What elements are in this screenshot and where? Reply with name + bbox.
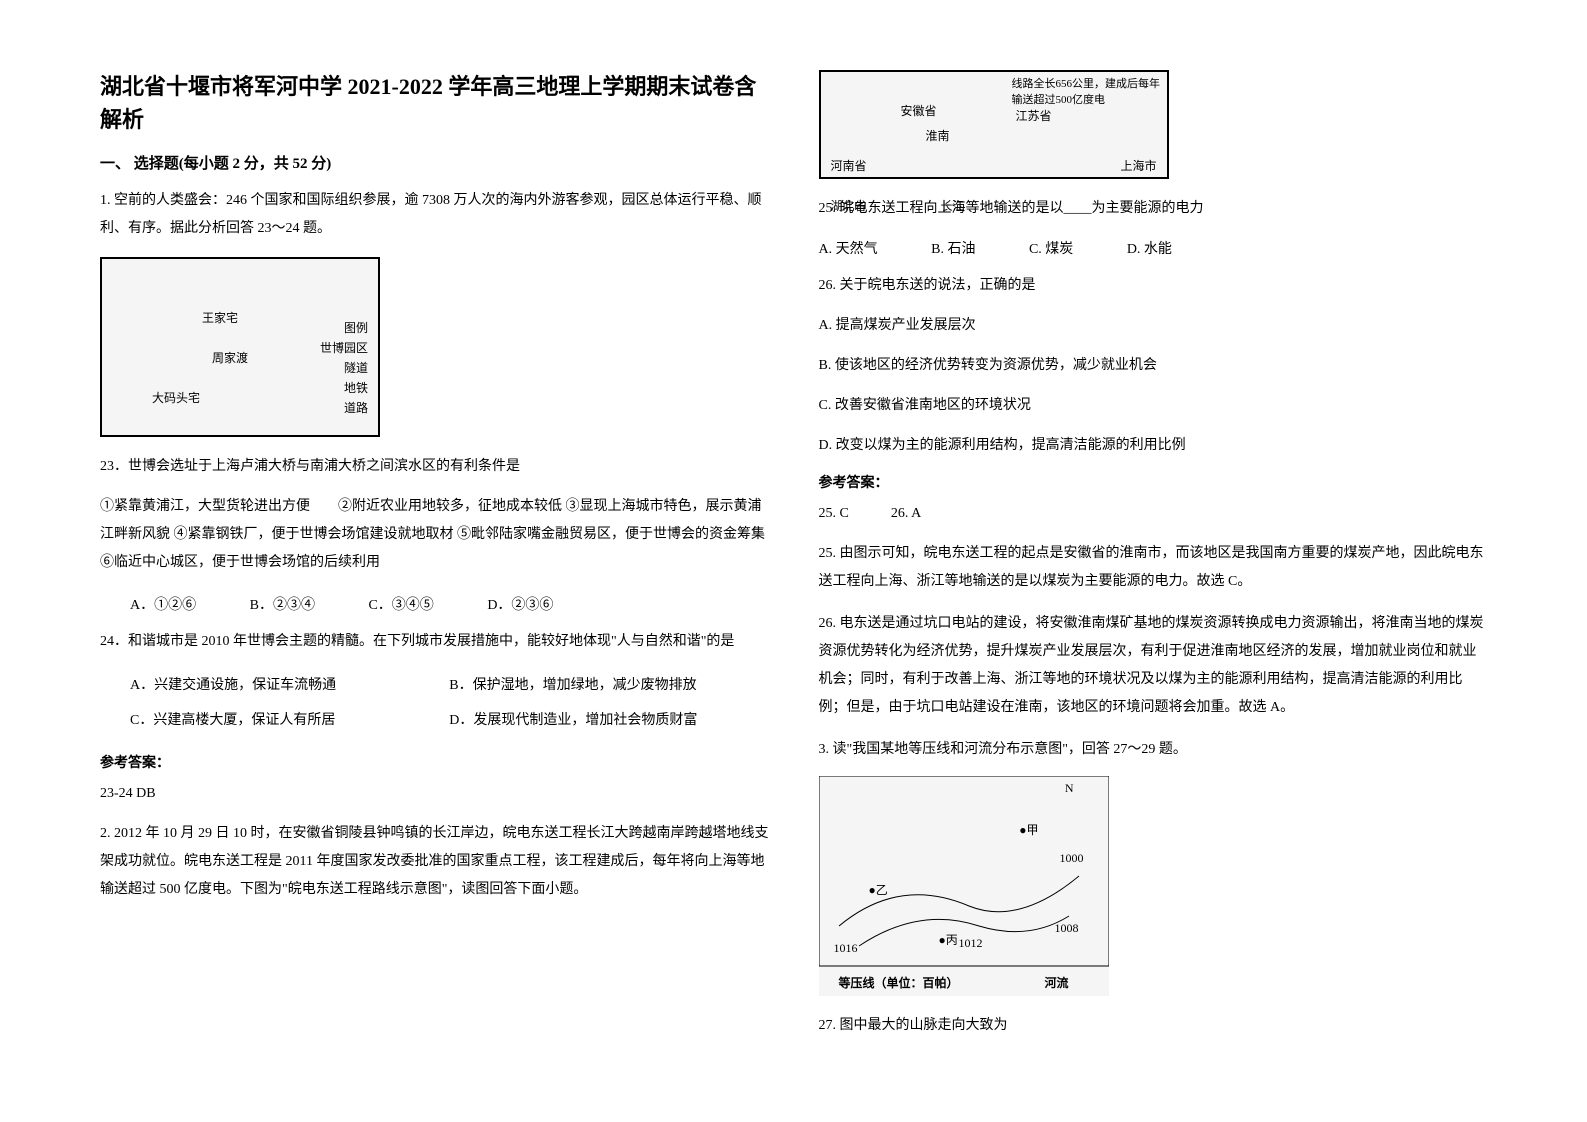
document-title: 湖北省十堰市将军河中学 2021-2022 学年高三地理上学期期末试卷含解析: [100, 70, 769, 136]
map2-henan: 河南省: [831, 157, 867, 174]
q23-text: 23．世博会选址于上海卢浦大桥与南浦大桥之间滨水区的有利条件是: [100, 453, 769, 481]
q23-option-d: D．②③⑥: [487, 591, 553, 622]
q2-intro: 2. 2012 年 10 月 29 日 10 时，在安徽省铜陵县钟鸣镇的长江岸边…: [100, 820, 769, 904]
answer-23-24: 23-24 DB: [100, 780, 769, 808]
q23-option-a: A．①②⑥: [130, 591, 196, 622]
map2-anhui: 安徽省: [901, 102, 937, 119]
q26-option-a: A. 提高煤炭产业发展层次: [819, 312, 1488, 340]
section-header: 一、 选择题(每小题 2 分，共 52 分): [100, 152, 769, 173]
map2-jiangsu: 江苏省: [1016, 107, 1052, 124]
q25-text: 25. 皖电东送工程向上海等地输送的是以____为主要能源的电力: [819, 195, 1488, 223]
q26-option-c: C. 改善安徽省淮南地区的环境状况: [819, 392, 1488, 420]
answer-header-2: 参考答案：: [819, 472, 1488, 492]
expo-map-image: 王家宅 周家渡 大码头宅 图例 世博园区 隧道 地铁 道路: [100, 257, 380, 437]
map2-caption: 线路全长656公里，建成后每年输送超过500亿度电: [1012, 75, 1162, 107]
map2-huainan: 淮南: [926, 127, 950, 144]
q25-option-d: D. 水能: [1127, 235, 1172, 266]
q25-option-b: B. 石油: [931, 235, 975, 266]
map3-yi: ●乙: [869, 881, 888, 898]
map-label-legend: 图例: [344, 319, 368, 336]
map-label-metro: 地铁: [344, 379, 368, 396]
q25-option-a: A. 天然气: [819, 235, 878, 266]
map3-p1000: 1000: [1060, 851, 1084, 866]
q24-options: A．兴建交通设施，保证车流畅通 B．保护湿地，增加绿地，减少废物排放 C．兴建高…: [100, 668, 769, 738]
map3-p1016: 1016: [834, 941, 858, 956]
q27-text: 27. 图中最大的山脉走向大致为: [819, 1012, 1488, 1040]
q23-option-b: B．②③④: [250, 591, 315, 622]
map3-river: 河流: [1044, 974, 1068, 991]
map3-p1012: 1012: [959, 936, 983, 951]
map-label-expo: 世博园区: [320, 339, 368, 356]
answer-25-detail: 25. 由图示可知，皖电东送工程的起点是安徽省的淮南市，而该地区是我国南方重要的…: [819, 540, 1488, 596]
map-label-dama: 大码头宅: [152, 389, 200, 406]
q23-options: A．①②⑥ B．②③④ C．③④⑤ D．②③⑥: [100, 591, 769, 622]
right-column: 安徽省 江苏省 河南省 湖北省 上海市 淮南 长江 线路全长656公里，建成后每…: [819, 70, 1488, 1052]
q25-option-c: C. 煤炭: [1029, 235, 1073, 266]
map3-bing: ●丙: [939, 931, 958, 948]
answer-header-1: 参考答案：: [100, 752, 769, 772]
left-column: 湖北省十堰市将军河中学 2021-2022 学年高三地理上学期期末试卷含解析 一…: [100, 70, 769, 1052]
map-label-tunnel: 隧道: [344, 359, 368, 376]
q25-options: A. 天然气 B. 石油 C. 煤炭 D. 水能: [819, 235, 1488, 266]
map-label-zhou: 周家渡: [212, 349, 248, 366]
answer-25-26: 25. C 26. A: [819, 500, 1488, 528]
map3-jia: ●甲: [1019, 821, 1038, 838]
q23-option-c: C．③④⑤: [368, 591, 433, 622]
isobar-map: ●甲 ●乙 ●丙 1000 1008 1012 1016 N 等压线（单位：百帕…: [819, 776, 1109, 996]
q26-option-d: D. 改变以煤为主的能源利用结构，提高清洁能源的利用比例: [819, 432, 1488, 460]
map3-n: N: [1065, 781, 1074, 796]
q24-option-a: A．兴建交通设施，保证车流畅通: [130, 668, 449, 703]
q3-intro: 3. 读"我国某地等压线和河流分布示意图"，回答 27～29 题。: [819, 736, 1488, 764]
q24-text: 24．和谐城市是 2010 年世博会主题的精髓。在下列城市发展措施中，能较好地体…: [100, 628, 769, 656]
map-label-wang: 王家宅: [202, 309, 238, 326]
q26-text: 26. 关于皖电东送的说法，正确的是: [819, 272, 1488, 300]
q24-option-b: B．保护湿地，增加绿地，减少废物排放: [449, 668, 768, 703]
q26-option-b: B. 使该地区的经济优势转变为资源优势，减少就业机会: [819, 352, 1488, 380]
q24-option-c: C．兴建高楼大厦，保证人有所居: [130, 703, 449, 738]
answer-26-detail: 26. 电东送是通过坑口电站的建设，将安徽淮南煤矿基地的煤炭资源转换成电力资源输…: [819, 610, 1488, 722]
map2-shanghai: 上海市: [1120, 157, 1156, 174]
map3-p1008: 1008: [1055, 921, 1079, 936]
map2-changjiang: 长江: [941, 197, 965, 214]
q26-options: A. 提高煤炭产业发展层次 B. 使该地区的经济优势转变为资源优势，减少就业机会…: [819, 312, 1488, 472]
q1-intro: 1. 空前的人类盛会：246 个国家和国际组织参展，逾 7308 万人次的海内外…: [100, 187, 769, 243]
map-label-road: 道路: [344, 399, 368, 416]
power-transmission-map: 安徽省 江苏省 河南省 湖北省 上海市 淮南 长江 线路全长656公里，建成后每…: [819, 70, 1169, 179]
q23-conditions: ①紧靠黄浦江，大型货轮进出方便 ②附近农业用地较多，征地成本较低 ③显现上海城市…: [100, 493, 769, 577]
map3-legend: 等压线（单位：百帕）: [839, 974, 959, 991]
map2-hubei: 湖北省: [831, 197, 867, 214]
isobar-svg: [819, 776, 1109, 996]
q24-option-d: D．发展现代制造业，增加社会物质财富: [449, 703, 768, 738]
